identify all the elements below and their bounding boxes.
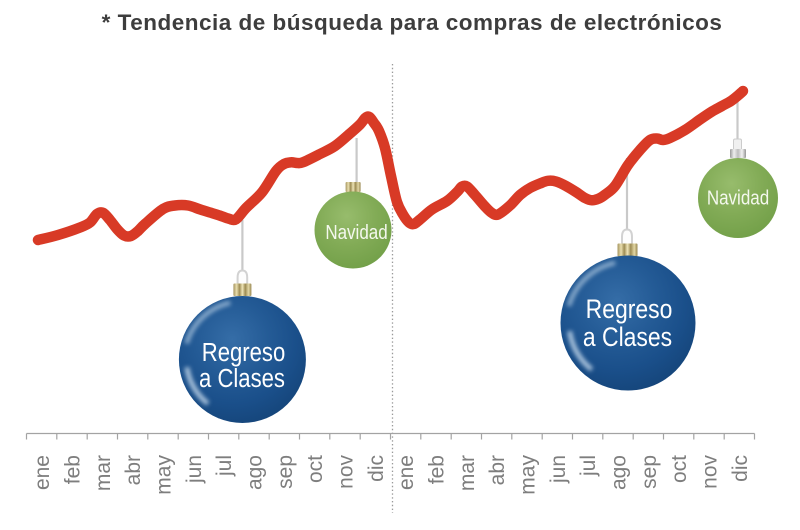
svg-text:ene: ene	[31, 455, 54, 490]
svg-text:sep: sep	[274, 455, 297, 489]
svg-text:nov: nov	[699, 455, 722, 489]
svg-text:mar: mar	[92, 455, 115, 491]
svg-text:Regreso: Regreso	[202, 338, 285, 367]
svg-text:sep: sep	[638, 455, 661, 489]
svg-text:abr: abr	[486, 455, 509, 485]
svg-text:feb: feb	[62, 455, 85, 484]
svg-text:ago: ago	[608, 455, 631, 490]
svg-text:Regreso: Regreso	[586, 294, 673, 324]
svg-text:* Tendencia de búsqueda para c: * Tendencia de búsqueda para compras de …	[102, 10, 723, 35]
svg-text:may: may	[517, 455, 540, 495]
svg-text:feb: feb	[426, 455, 449, 484]
svg-text:a Clases: a Clases	[199, 364, 285, 393]
svg-text:dic: dic	[365, 455, 388, 482]
svg-text:jul: jul	[577, 455, 600, 477]
svg-text:jun: jun	[547, 455, 570, 484]
svg-text:abr: abr	[122, 455, 145, 485]
svg-text:may: may	[153, 455, 176, 495]
svg-text:jun: jun	[183, 455, 206, 484]
svg-text:Navidad: Navidad	[707, 186, 769, 209]
svg-text:jul: jul	[213, 455, 236, 477]
svg-text:ago: ago	[244, 455, 267, 490]
svg-text:Navidad: Navidad	[325, 221, 387, 244]
svg-text:oct: oct	[668, 455, 691, 483]
svg-text:mar: mar	[456, 455, 479, 491]
svg-text:ene: ene	[395, 455, 418, 490]
svg-text:a Clases: a Clases	[583, 322, 672, 352]
svg-text:dic: dic	[729, 455, 752, 482]
svg-text:nov: nov	[335, 455, 358, 489]
svg-text:oct: oct	[304, 455, 327, 483]
